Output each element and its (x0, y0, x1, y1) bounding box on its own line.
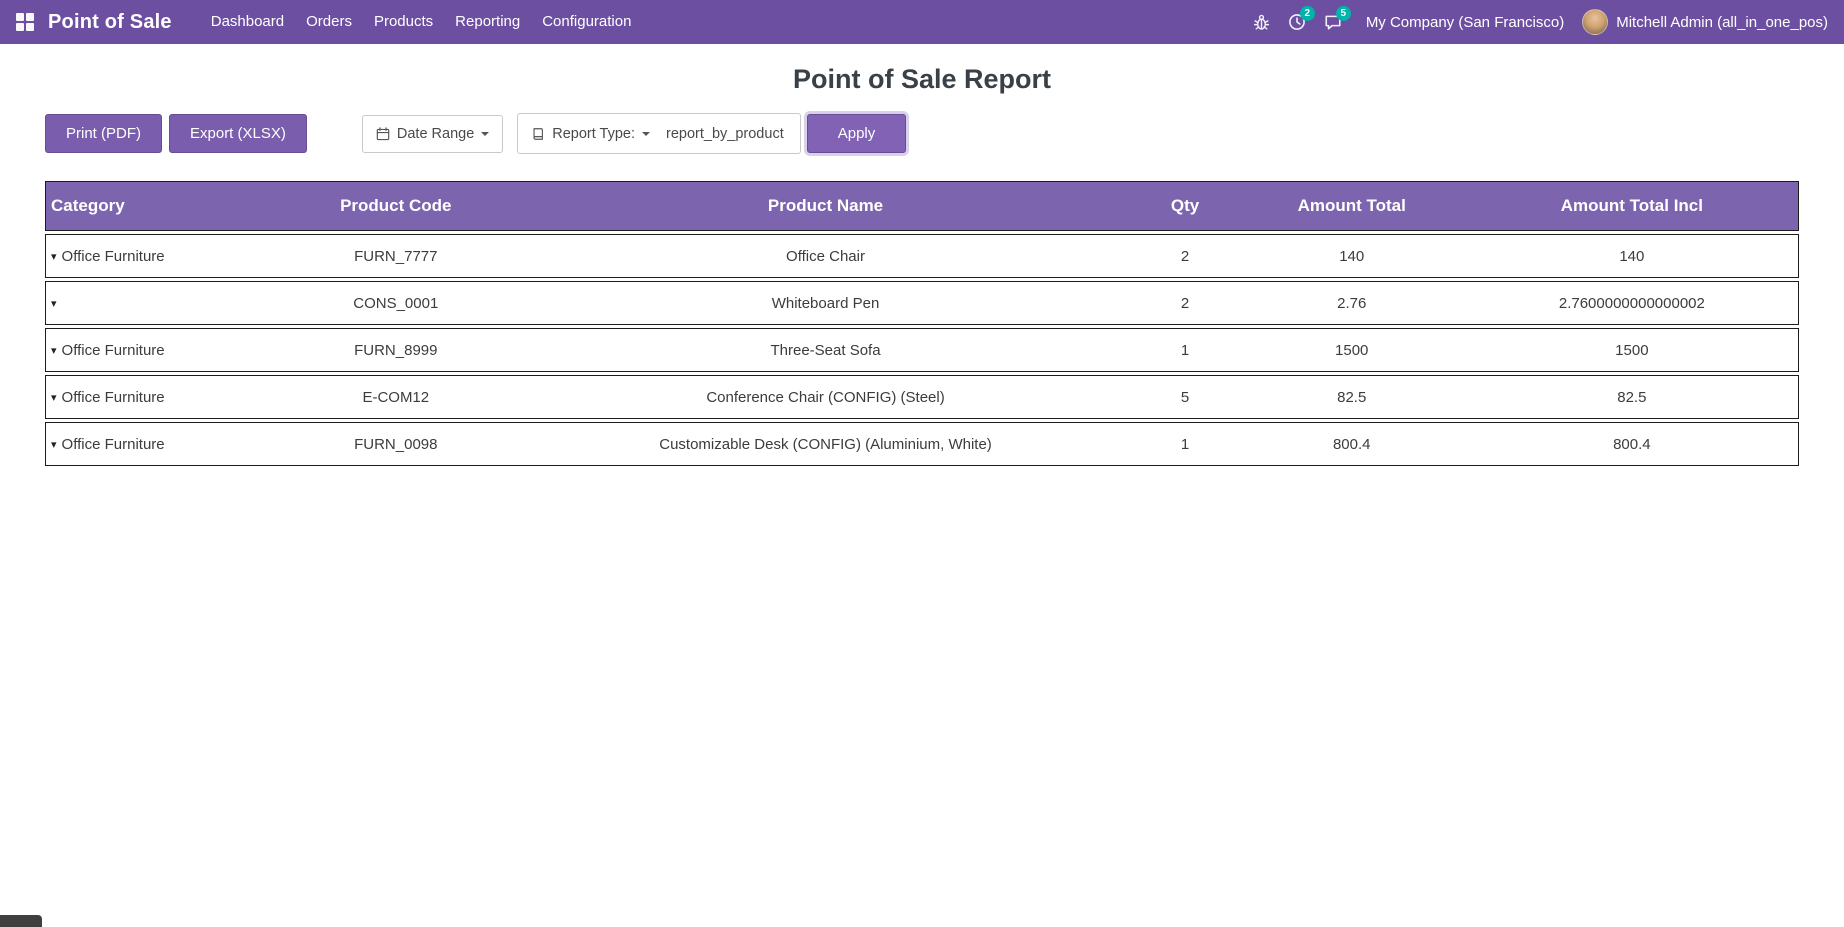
user-name: Mitchell Admin (all_in_one_pos) (1616, 13, 1828, 31)
amount-total-incl-cell: 2.7600000000000002 (1465, 281, 1799, 325)
table-row: ▾ Office Furniture FURN_7777 Office Chair 2 1… (45, 234, 1799, 278)
browser-status-fragment (0, 915, 42, 927)
amount-total-cell: 1500 (1237, 328, 1466, 372)
nav-menu-item-reporting[interactable]: Reporting (455, 13, 521, 30)
amount-total-cell: 82.5 (1237, 375, 1466, 419)
company-switcher[interactable]: My Company (San Francisco) (1365, 13, 1565, 31)
amount-total-cell: 2.76 (1237, 281, 1466, 325)
report-type-dropdown[interactable]: Report Type: (518, 114, 656, 153)
qty-cell: 2 (1132, 234, 1238, 278)
amount-total-cell: 140 (1237, 234, 1466, 278)
nav-menu-item-orders[interactable]: Orders (306, 13, 352, 30)
report-table-body: ▾ Office Furniture FURN_7777 Office Chair 2 1… (45, 234, 1799, 466)
row-expand-caret-icon[interactable]: ▾ (51, 297, 57, 310)
amount-total-cell: 800.4 (1237, 422, 1466, 466)
column-header: Amount Total Incl (1465, 181, 1799, 231)
user-menu[interactable]: Mitchell Admin (all_in_one_pos) (1582, 9, 1828, 35)
apps-menu-icon[interactable] (16, 13, 34, 31)
category-label: Office Furniture (61, 247, 165, 265)
top-navbar: Point of Sale Dashboard Orders Products Rep… (0, 0, 1844, 44)
print-pdf-button[interactable]: Print (PDF) (45, 114, 162, 153)
activities-clock-icon[interactable]: 2 (1288, 6, 1315, 31)
report-table: Category Product Code Product Name Qty Amoun… (45, 178, 1799, 469)
table-header-row: Category Product Code Product Name Qty Amoun… (45, 181, 1799, 231)
activities-badge: 2 (1299, 6, 1315, 21)
amount-total-incl-cell: 140 (1465, 234, 1799, 278)
qty-cell: 1 (1132, 422, 1238, 466)
amount-total-incl-cell: 82.5 (1465, 375, 1799, 419)
product-name-cell: Three-Seat Sofa (518, 328, 1133, 372)
product-code-cell: E-COM12 (273, 375, 519, 419)
row-expand-caret-icon[interactable]: ▾ (51, 438, 57, 451)
product-code-cell: FURN_7777 (273, 234, 519, 278)
nav-menu: Dashboard Orders Products Reporting Configur… (200, 0, 643, 44)
product-code-cell: FURN_0098 (273, 422, 519, 466)
messages-chat-bubble-icon[interactable]: 5 (1324, 6, 1351, 31)
debug-bug-icon[interactable] (1253, 14, 1270, 31)
column-header: Product Code (273, 181, 519, 231)
product-name-cell: Office Chair (518, 234, 1133, 278)
category-label: Office Furniture (61, 341, 165, 359)
date-range-label: Date Range (396, 125, 475, 142)
report-type-label: Report Type: (552, 125, 636, 142)
category-cell: ▾ Office Furniture (45, 234, 274, 278)
user-avatar (1582, 9, 1609, 35)
report-type-value-input[interactable]: report_by_product (666, 125, 784, 142)
row-expand-caret-icon[interactable]: ▾ (51, 250, 57, 263)
apply-button[interactable]: Apply (806, 114, 907, 153)
report-type-group: Report Type: report_by_product (517, 113, 801, 154)
category-cell: ▾ Office Furniture (45, 422, 274, 466)
category-label: Office Furniture (61, 435, 165, 453)
table-row: ▾ Office Furniture FURN_0098 Customizable D… (45, 422, 1799, 466)
column-header: Qty (1132, 181, 1238, 231)
column-header: Category (45, 181, 274, 231)
product-code-cell: CONS_0001 (273, 281, 519, 325)
table-row: ▾ Office Furniture FURN_8999 Three-Seat Sof… (45, 328, 1799, 372)
caret-down-icon (642, 131, 651, 136)
nav-menu-item-products[interactable]: Products (373, 13, 434, 30)
category-cell: ▾ Office Furniture (45, 375, 274, 419)
row-expand-caret-icon[interactable]: ▾ (51, 344, 57, 357)
row-expand-caret-icon[interactable]: ▾ (51, 391, 57, 404)
calendar-icon (376, 126, 390, 140)
product-name-cell: Conference Chair (CONFIG) (Steel) (518, 375, 1133, 419)
app-title[interactable]: Point of Sale (48, 10, 172, 33)
column-header: Amount Total (1237, 181, 1466, 231)
category-label: Office Furniture (61, 388, 165, 406)
systray: 2 5 My Company (San Francisco) Mitchell … (1253, 6, 1828, 35)
caret-down-icon (481, 131, 490, 136)
messages-badge: 5 (1335, 6, 1351, 21)
table-row: ▾ CONS_0001 Whiteboard Pen 2 2.76 2.760000000… (45, 281, 1799, 325)
book-icon (533, 127, 544, 140)
date-range-dropdown[interactable]: Date Range (361, 114, 504, 153)
qty-cell: 2 (1132, 281, 1238, 325)
amount-total-incl-cell: 800.4 (1465, 422, 1799, 466)
category-cell: ▾ Office Furniture (45, 328, 274, 372)
nav-menu-item-dashboard[interactable]: Dashboard (210, 13, 285, 30)
page-title: Point of Sale Report (792, 64, 1052, 94)
amount-total-incl-cell: 1500 (1465, 328, 1799, 372)
qty-cell: 1 (1132, 328, 1238, 372)
column-header: Product Name (518, 181, 1133, 231)
category-cell: ▾ (45, 281, 274, 325)
export-xlsx-button[interactable]: Export (XLSX) (169, 114, 307, 153)
toolbar: Print (PDF) Export (XLSX) Date Range Rep… (0, 113, 1844, 154)
main-content: Point of Sale Report Print (PDF) Export … (0, 64, 1844, 469)
product-code-cell: FURN_8999 (273, 328, 519, 372)
table-row: ▾ Office Furniture E-COM12 Conference Chair… (45, 375, 1799, 419)
product-name-cell: Customizable Desk (CONFIG) (Aluminium, W… (518, 422, 1133, 466)
qty-cell: 5 (1132, 375, 1238, 419)
product-name-cell: Whiteboard Pen (518, 281, 1133, 325)
nav-menu-item-configuration[interactable]: Configuration (542, 13, 632, 30)
